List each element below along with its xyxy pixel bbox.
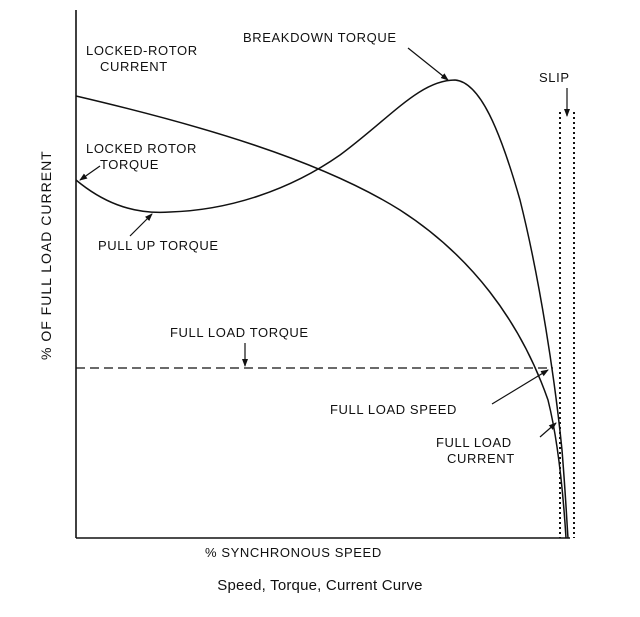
arrow-full-load-current <box>539 422 557 438</box>
label-breakdown-torque: BREAKDOWN TORQUE <box>243 30 397 45</box>
label-full-load-speed: FULL LOAD SPEED <box>330 402 458 417</box>
label-locked-rotor-current-2: CURRENT <box>100 59 168 74</box>
arrow-pull-up-torque <box>129 213 153 237</box>
current-curve <box>75 95 567 539</box>
torque-curve <box>75 79 569 539</box>
figure-caption: Speed, Torque, Current Curve <box>217 577 423 594</box>
label-pull-up-torque: PULL UP TORQUE <box>98 238 219 253</box>
label-locked-rotor-current-1: LOCKED-ROTOR <box>86 43 198 58</box>
y-axis-label: % OF FULL LOAD CURRENT <box>38 150 54 360</box>
arrow-full-load-speed <box>491 369 549 405</box>
label-locked-rotor-torque-1: LOCKED ROTOR <box>86 141 197 156</box>
label-full-load-torque: FULL LOAD TORQUE <box>170 325 309 340</box>
label-full-load-current-1: FULL LOAD <box>436 435 512 450</box>
arrow-breakdown <box>407 47 449 81</box>
x-axis-label: % SYNCHRONOUS SPEED <box>205 545 382 560</box>
label-slip: SLIP <box>539 70 570 85</box>
arrow-locked-rotor-torque <box>79 165 101 181</box>
label-locked-rotor-torque-2: TORQUE <box>100 157 159 172</box>
label-full-load-current-2: CURRENT <box>447 451 515 466</box>
